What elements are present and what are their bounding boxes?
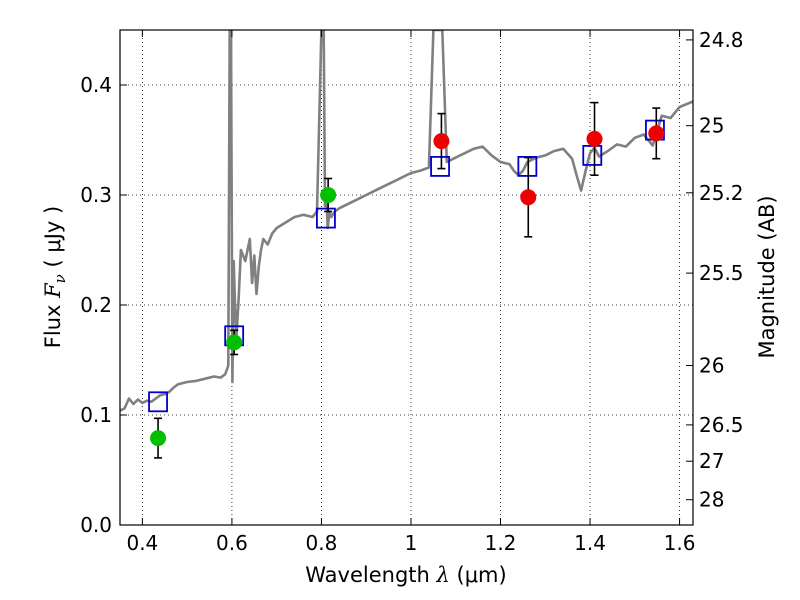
y-tick-label: 0.2 <box>80 293 112 317</box>
x-tick-label: 1.4 <box>574 531 606 555</box>
y-tick-label: 0.4 <box>80 73 112 97</box>
axis-ticks: 0.4 0.6 0.8 1 1.2 1.4 1.6 0.0 0.1 0.2 0.3 0.4 24.8 25… <box>80 28 743 555</box>
gridlines <box>120 30 693 526</box>
model-photometry-square <box>148 391 168 413</box>
y2-tick-label: 28 <box>699 488 724 512</box>
y-tick-label: 0.1 <box>80 403 112 427</box>
y2-tick-label: 25.5 <box>699 261 744 285</box>
x-tick-label: 1.2 <box>485 531 517 555</box>
x-axis-title: Wavelength λ (μm) <box>305 563 506 587</box>
x-tick-label: 0.8 <box>306 531 338 555</box>
observed-point <box>520 189 537 206</box>
y-tick-label: 0.0 <box>80 513 112 537</box>
y2-tick-label: 26.5 <box>699 413 744 437</box>
plot-area <box>120 30 693 459</box>
plot-frame <box>119 29 694 526</box>
y-axis-title: Flux Fν ( μJy ) <box>41 206 69 348</box>
y2-tick-label: 24.8 <box>699 28 744 52</box>
y2-tick-label: 27 <box>699 449 724 473</box>
observed-point <box>648 125 665 142</box>
model-photometry-square <box>316 207 336 229</box>
observed-point <box>226 334 243 351</box>
observed-point <box>586 130 603 147</box>
observed-point <box>150 430 167 447</box>
observed-point <box>320 187 337 203</box>
x-tick-label: 1 <box>405 531 418 555</box>
x-tick-label: 0.4 <box>126 531 158 555</box>
y2-tick-label: 25 <box>699 114 724 138</box>
model-sed-line <box>120 30 693 412</box>
y2-axis-title: Magnitude (AB) <box>755 195 779 358</box>
x-tick-label: 0.6 <box>216 531 248 555</box>
y2-tick-label: 26 <box>699 354 724 378</box>
model-photometry-square <box>430 155 450 177</box>
x-tick-label: 1.6 <box>664 531 696 555</box>
y2-tick-label: 25.2 <box>699 181 744 205</box>
observed-point <box>433 133 450 150</box>
y-tick-label: 0.3 <box>80 183 112 207</box>
